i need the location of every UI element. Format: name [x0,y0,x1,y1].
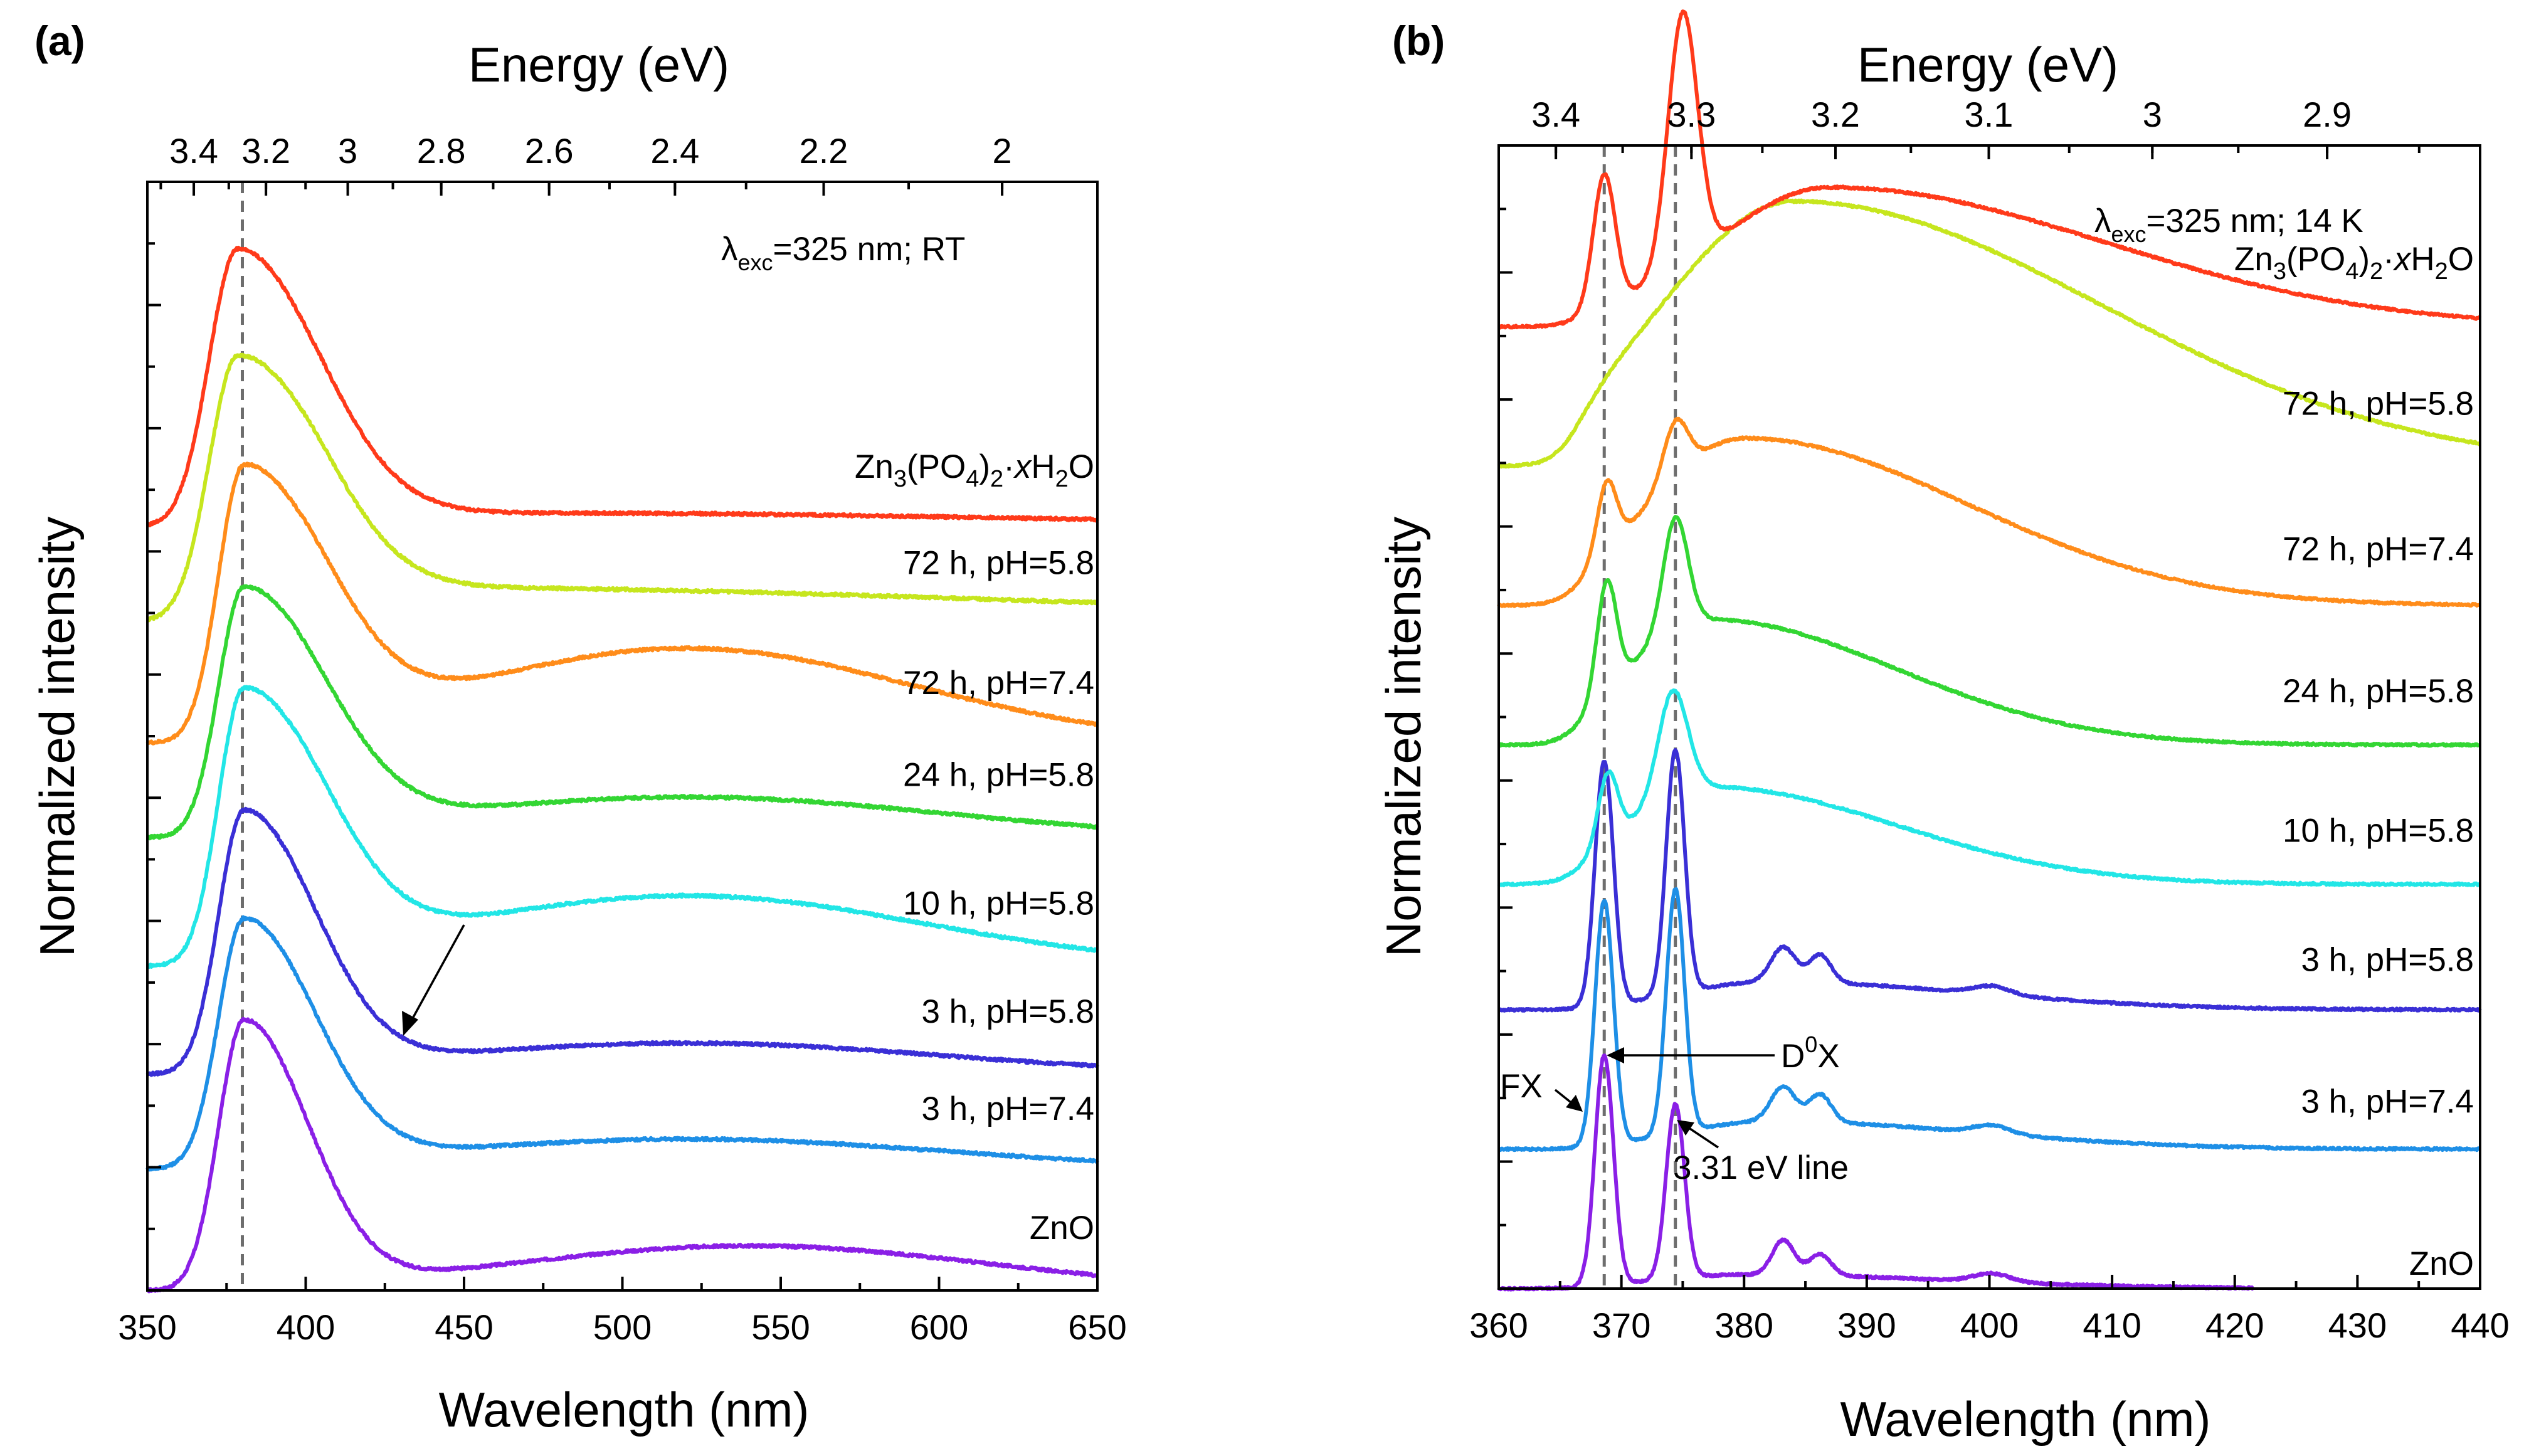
energy-tick-label-2.8: 2.8 [417,131,466,171]
panel-a-pointer-arrow [408,924,465,1026]
panel-a-spectra [145,245,1099,1294]
x-tick-label-430: 430 [2328,1306,2387,1345]
spectrum-3-h-ph-7-4 [1497,887,2481,1153]
annotation-3-31-ev-line: 3.31 eV line [1673,1149,1849,1186]
x-tick-label-360: 360 [1469,1306,1528,1345]
panel-b-y-ticks [1499,144,1513,1290]
annotation-fx: FX [1500,1068,1543,1105]
x-tick-label-390: 390 [1837,1306,1896,1345]
energy-tick-label-2.2: 2.2 [800,131,848,171]
panel-b-condition: λexc=325 nm; 14 K [2094,203,2363,247]
panel-a-condition: λexc=325 nm; RT [721,231,965,275]
curve-label-72-h-ph-5-8: 72 h, pH=5.8 [2283,385,2474,422]
panel-a-y-axis-title: Normalized intensity [29,517,85,957]
panel-b-label: (b) [1392,18,1445,64]
spectrum-72-h-ph-5-8 [146,352,1099,623]
panel-b-spectra [1497,9,2482,1292]
curve-label-72-h-ph-7-4: 72 h, pH=7.4 [2283,531,2474,568]
panel-a-x-ticks: 350 400 450 500 550 600 650 [118,1277,1127,1347]
spectrum-3-h-ph-5-8 [1497,748,2482,1013]
curve-label-24-h-ph-5-8: 24 h, pH=5.8 [903,757,1094,794]
annotation-d0x: D0X [1781,1031,1840,1075]
curve-label-zn3-po4-2-xh2o: Zn3(PO4)2·xH2O [855,448,1094,492]
panel-a-y-ticks [147,181,161,1292]
spectrum-zno [1497,1053,2255,1292]
curve-label-3-h-ph-7-4: 3 h, pH=7.4 [921,1090,1094,1127]
curve-label-zno: ZnO [2409,1245,2474,1282]
spectrum-10-h-ph-5-8 [1497,688,2481,887]
x-tick-label-400: 400 [277,1307,335,1347]
spectrum-3-h-ph-7-4 [145,915,1099,1172]
spectrum-24-h-ph-5-8 [1497,515,2482,748]
energy-tick-label-3.4: 3.4 [1531,95,1580,134]
panel-a-wavelength-axis-title: Wavelength (nm) [439,1382,810,1437]
energy-tick-label-2.9: 2.9 [2303,95,2352,134]
panel-b-y-axis-title: Normalized intensity [1376,517,1431,957]
spectrum-10-h-ph-5-8 [146,685,1099,969]
energy-tick-label-3.3: 3.3 [1667,95,1716,134]
energy-tick-label-3.2: 3.2 [241,131,290,171]
spectrum-72-h-ph-5-8 [1497,198,2481,469]
curve-label-10-h-ph-5-8: 10 h, pH=5.8 [903,885,1094,922]
panel-b-x-ticks: 360 370 380 390 400 410 420 430 440 [1469,1275,2510,1345]
spectrum-zno [146,1016,1099,1294]
x-tick-label-500: 500 [593,1307,652,1347]
curve-label-zn3-po4-2-xh2o: Zn3(PO4)2·xH2O [2234,241,2474,285]
panel-b-energy-axis-title: Energy (eV) [1857,37,2118,92]
x-tick-label-550: 550 [751,1307,810,1347]
x-tick-label-370: 370 [1592,1306,1650,1345]
panel-b-wavelength-axis-title: Wavelength (nm) [1840,1391,2211,1447]
annotation-fx-arrowhead [1566,1095,1583,1112]
curve-label-10-h-ph-5-8: 10 h, pH=5.8 [2283,812,2474,849]
energy-tick-label-3.2: 3.2 [1811,95,1860,134]
panel-a-curve-labels: ZnO 3 h, pH=7.4 3 h, pH=5.8 10 h, pH=5.8 24 … [855,448,1094,1247]
curve-label-3-h-ph-5-8: 3 h, pH=5.8 [2301,941,2474,978]
panel-b-reference-lines [1602,145,1677,1289]
spectrum-24-h-ph-5-8 [146,584,1099,841]
spectrum-72-h-ph-7-4 [145,462,1099,746]
x-tick-label-350: 350 [118,1307,176,1347]
curve-label-zno: ZnO [1030,1210,1094,1247]
panel-b-energy-ticks: 3.4 3.3 3.2 3.1 3 2.9 [1531,95,2421,159]
curve-label-72-h-ph-7-4: 72 h, pH=7.4 [903,665,1094,702]
annotation-3-31-ev-arrowhead [1677,1120,1694,1136]
curve-label-3-h-ph-7-4: 3 h, pH=7.4 [2301,1084,2474,1121]
energy-tick-label-3: 3 [2143,95,2162,134]
annotation-d0x-arrowhead [1607,1047,1624,1063]
curve-label-3-h-ph-5-8: 3 h, pH=5.8 [921,993,1094,1030]
panel-a-energy-ticks: 3.4 3.2 3 2.8 2.6 2.4 2.2 2 [159,131,1012,196]
energy-tick-label-2.6: 2.6 [525,131,574,171]
curve-label-24-h-ph-5-8: 24 h, pH=5.8 [2283,673,2474,710]
curve-label-72-h-ph-5-8: 72 h, pH=5.8 [903,545,1094,582]
panel-a-label: (a) [34,18,85,64]
spectrum-3-h-ph-5-8 [145,806,1099,1077]
x-tick-label-440: 440 [2451,1306,2509,1345]
energy-tick-label-3: 3 [338,131,357,171]
panel-a-frame [146,181,1099,1292]
energy-tick-label-2: 2 [993,131,1012,171]
panel-b: (b) Energy (eV) Wavelength (nm) Normaliz… [1376,9,2510,1447]
spectrum-zn3-po4-2-xh2o [146,245,1099,527]
panel-b-frame [1497,144,2481,1290]
x-tick-label-410: 410 [2083,1306,2141,1345]
spectrum-72-h-ph-7-4 [1497,416,2481,608]
panel-a: (a) Energy (eV) Wavelength (nm) Normaliz… [29,18,1127,1437]
energy-tick-label-3.1: 3.1 [1965,95,2014,134]
x-tick-label-420: 420 [2205,1306,2264,1345]
x-tick-label-400: 400 [1960,1306,2019,1345]
x-tick-label-600: 600 [910,1307,968,1347]
energy-tick-label-2.4: 2.4 [650,131,699,171]
panel-a-energy-axis-title: Energy (eV) [468,37,729,92]
annotation-3-31-ev-arrow [1687,1126,1719,1149]
x-tick-label-450: 450 [435,1307,493,1347]
spectrum-zn3-po4-2-xh2o [1497,9,2482,330]
x-tick-label-650: 650 [1068,1307,1126,1347]
x-tick-label-380: 380 [1715,1306,1773,1345]
panel-b-curve-labels: ZnO 3 h, pH=7.4 3 h, pH=5.8 10 h, pH=5.8 24 … [2234,241,2474,1282]
panel-a-pointer-arrowhead [402,1011,418,1036]
energy-tick-label-3.4: 3.4 [169,131,218,171]
